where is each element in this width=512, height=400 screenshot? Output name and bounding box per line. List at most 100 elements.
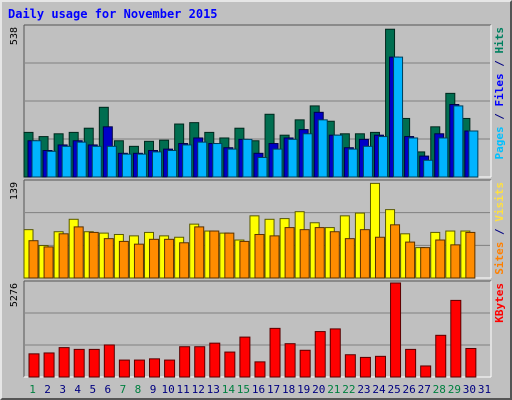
kbytes-bar [209,342,221,378]
sites-bar [73,226,84,279]
sites-bar [254,233,265,279]
kbytes-bar [254,361,266,378]
pages-bar [46,150,57,178]
x-tick-label: 15 [237,383,250,396]
kbytes-bar [149,358,161,378]
x-tick-label: 6 [105,383,112,396]
kbytes-bar [103,344,115,378]
sites-bar [359,229,370,279]
kbytes-bar [194,346,206,378]
panel-hits-files-pages: 538 Pages / Files / Hits [9,24,506,178]
sites-bar [269,235,280,279]
kbytes-bar [88,348,100,378]
x-tick-label: 17 [267,383,280,396]
pages-bar [106,145,117,178]
kbytes-bar [450,299,462,378]
sites-bar [58,233,69,279]
x-tick-label: 18 [282,383,295,396]
kbytes-bar [465,347,477,378]
sites-bar [149,238,160,279]
pages-bar [408,137,419,178]
x-tick-label: 20 [312,383,325,396]
kbytes-bar [435,334,447,378]
kbytes-bar [28,353,40,378]
series-label-part: Pages [493,126,506,159]
x-tick-label: 27 [418,383,431,396]
kbytes-bar [374,355,386,378]
pages-bar [468,130,479,178]
kbytes-bar [58,347,70,378]
y-max-label: 538 [9,27,20,45]
panel-visits-sites: 139 Sites / Visits [9,179,506,279]
kbytes-bar [224,351,236,378]
kbytes-bar [299,349,311,378]
sites-bar [344,238,355,279]
x-tick-label: 12 [192,383,205,396]
x-tick-label: 13 [207,383,220,396]
chart-title: Daily usage for November 2015 [8,7,218,21]
pages-bar [362,145,373,178]
sites-bar [435,239,446,279]
series-label-part: / [493,107,506,127]
pages-bar [257,156,268,178]
series-label-part: / [493,54,506,74]
series-label-part: KBytes [493,283,506,323]
kbytes-bar [179,346,191,378]
sites-bar [284,227,295,279]
sites-bar [299,229,310,279]
sites-bar [314,227,325,279]
series-label-part: / [493,222,506,242]
y-max-label: 5276 [9,283,20,307]
pages-bar [377,136,388,178]
series-label-part: Sites [493,242,506,275]
x-tick-label: 9 [150,383,157,396]
pages-bar [61,145,72,178]
sites-bar [88,231,99,279]
sites-bar [374,236,385,279]
x-tick-label: 29 [448,383,461,396]
series-kbytes [28,282,477,378]
series-label: Pages / Files / Hits [493,27,506,160]
x-tick-label: 2 [44,383,51,396]
kbytes-bar [269,327,281,378]
x-tick-label: 23 [357,383,370,396]
x-tick-label: 24 [372,383,386,396]
sites-bar [390,224,401,279]
series-label-part: Hits [493,27,506,54]
kbytes-bar [133,359,145,378]
sites-bar [179,242,190,279]
x-tick-label: 5 [89,383,96,396]
x-tick-label: 19 [297,383,310,396]
pages-bar [152,151,163,178]
x-tick-label: 22 [342,383,355,396]
sites-bar [450,244,461,279]
pages-bar [453,105,464,178]
sites-bar [209,230,220,279]
pages-bar [302,133,313,178]
x-tick-label: 7 [120,383,127,396]
kbytes-bar [118,359,130,378]
sites-bar [194,226,205,279]
kbytes-bar [405,348,417,378]
series-label-part: Files [493,73,506,106]
pages-bar [31,140,42,178]
series-label: KBytes [493,283,506,323]
x-tick-label: 21 [327,383,340,396]
pages-bar [227,148,238,178]
x-tick-label: 11 [177,383,190,396]
kbytes-bar [43,352,55,378]
pages-bar [182,144,193,178]
kbytes-bar [390,282,402,378]
pages-bar [423,159,434,178]
series-pages [31,56,479,178]
x-tick-label: 16 [252,383,265,396]
sites-bar [28,240,39,279]
pages-bar [272,148,283,178]
kbytes-bar [164,359,176,378]
pages-bar [347,148,358,178]
sites-bar [239,240,250,279]
kbytes-bar [420,365,432,378]
kbytes-bar [344,354,356,378]
x-tick-label: 26 [403,383,416,396]
